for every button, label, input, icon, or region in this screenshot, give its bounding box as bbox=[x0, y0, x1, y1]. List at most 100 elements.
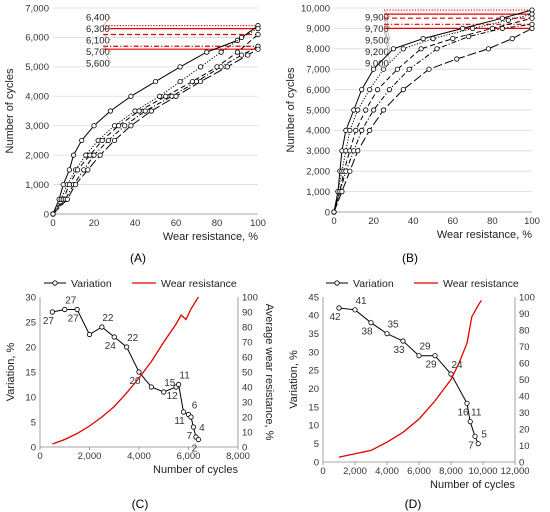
x-tick-label: 80 bbox=[487, 216, 498, 227]
data-point bbox=[173, 93, 179, 99]
series-line bbox=[52, 34, 259, 215]
data-point bbox=[363, 107, 369, 113]
y2-tick-label: 60 bbox=[242, 352, 253, 363]
data-point bbox=[255, 46, 261, 52]
data-point bbox=[475, 441, 481, 447]
y2-tick-label: 30 bbox=[242, 397, 253, 408]
data-point bbox=[529, 15, 535, 21]
data-point bbox=[50, 211, 56, 217]
y-tick-label: 25 bbox=[308, 366, 319, 377]
data-label: 29 bbox=[419, 342, 431, 353]
data-point bbox=[142, 108, 148, 114]
data-point bbox=[136, 369, 142, 375]
data-point bbox=[66, 167, 73, 173]
x-tick-label: 0 bbox=[37, 451, 42, 462]
data-point bbox=[124, 344, 130, 350]
y-tick-label: 0 bbox=[44, 209, 49, 220]
series-line bbox=[52, 45, 259, 215]
y2-tick-label: 80 bbox=[242, 322, 253, 333]
x-tick-label: 6,000 bbox=[407, 466, 431, 477]
y2-tick-label: 100 bbox=[242, 292, 258, 303]
x-tick-label: 100 bbox=[524, 216, 540, 227]
x-tick-label: 40 bbox=[130, 218, 141, 229]
legend-marker bbox=[334, 280, 340, 286]
data-point bbox=[355, 148, 361, 154]
data-label: 22 bbox=[127, 333, 139, 344]
legend-label: Variation bbox=[353, 278, 394, 290]
leader-line bbox=[102, 49, 112, 64]
data-point bbox=[152, 78, 159, 85]
data-label: 7 bbox=[187, 431, 193, 442]
data-point bbox=[99, 324, 105, 330]
y2-tick-label: 40 bbox=[242, 382, 253, 393]
reference-line-label: 9,200 bbox=[365, 47, 389, 58]
data-point bbox=[359, 127, 365, 133]
data-point bbox=[434, 46, 440, 52]
data-point bbox=[218, 64, 224, 70]
data-point bbox=[75, 167, 81, 173]
x-tick-label: 4,000 bbox=[375, 466, 399, 477]
data-label: 42 bbox=[329, 312, 341, 323]
y-tick-label: 0 bbox=[31, 442, 36, 453]
leader-line bbox=[383, 28, 391, 64]
data-point bbox=[163, 93, 169, 99]
data-point bbox=[195, 436, 201, 443]
data-point bbox=[460, 25, 466, 31]
data-point bbox=[400, 87, 406, 93]
leader-line bbox=[102, 16, 112, 26]
x-tick-label: 20 bbox=[368, 216, 379, 227]
legend-label: Wear resistance bbox=[443, 278, 519, 290]
y-tick-label: 8,000 bbox=[306, 44, 330, 55]
y-tick-label: 5 bbox=[314, 439, 319, 450]
y-tick-label: 6,000 bbox=[306, 85, 330, 96]
data-point bbox=[188, 414, 194, 420]
panel-c: 0 2,000 4,000 6,000 8,0000510152025300102030… bbox=[5, 278, 275, 511]
x-tick-label: 100 bbox=[250, 218, 266, 229]
y-tick-label: 4,000 bbox=[306, 126, 330, 137]
y-axis-label: Variation, % bbox=[5, 343, 17, 402]
x-tick-label: 12,000 bbox=[500, 466, 529, 477]
data-point bbox=[180, 409, 187, 415]
data-point bbox=[359, 87, 365, 93]
reference-line-label: 9,000 bbox=[365, 59, 389, 70]
data-point bbox=[380, 107, 387, 113]
leader-line bbox=[383, 14, 391, 29]
y-tick-label: 5,000 bbox=[25, 62, 49, 73]
data-point bbox=[190, 424, 197, 430]
reference-line-label: 6,400 bbox=[86, 13, 110, 24]
data-point bbox=[111, 137, 118, 144]
data-label: 29 bbox=[425, 360, 437, 371]
legend-label: Wear resistance bbox=[161, 278, 237, 290]
data-point bbox=[91, 123, 97, 129]
x-tick-label: 10,000 bbox=[468, 466, 497, 477]
data-label: 16 bbox=[457, 407, 469, 418]
data-point bbox=[148, 108, 154, 114]
y-tick-label: 10 bbox=[25, 392, 36, 403]
data-point bbox=[176, 381, 182, 388]
reference-line-label: 9,500 bbox=[365, 36, 389, 47]
data-label: 5 bbox=[481, 430, 487, 441]
data-point bbox=[91, 152, 97, 158]
x-tick-label: 2,000 bbox=[78, 451, 102, 462]
y-tick-label: 7,000 bbox=[306, 65, 330, 76]
data-point bbox=[128, 93, 134, 99]
data-point bbox=[499, 25, 505, 31]
y-tick-label: 40 bbox=[308, 311, 319, 322]
data-point bbox=[111, 334, 117, 340]
data-point bbox=[529, 25, 535, 31]
x-axis-label: Number of cycles bbox=[430, 479, 515, 491]
data-point bbox=[177, 64, 183, 70]
data-point bbox=[450, 35, 456, 42]
data-label: 11 bbox=[179, 371, 190, 382]
y2-tick-label: 90 bbox=[519, 309, 530, 320]
x-tick-label: 60 bbox=[448, 216, 459, 227]
x-tick-label: 40 bbox=[408, 216, 419, 227]
data-point bbox=[454, 56, 460, 62]
data-point bbox=[472, 433, 478, 439]
data-label: 2 bbox=[192, 444, 198, 455]
data-point bbox=[224, 64, 230, 70]
y2-tick-label: 20 bbox=[242, 412, 253, 423]
reference-line-label: 9,900 bbox=[365, 13, 389, 24]
data-point bbox=[464, 400, 470, 406]
y2-tick-label: 70 bbox=[242, 337, 253, 348]
